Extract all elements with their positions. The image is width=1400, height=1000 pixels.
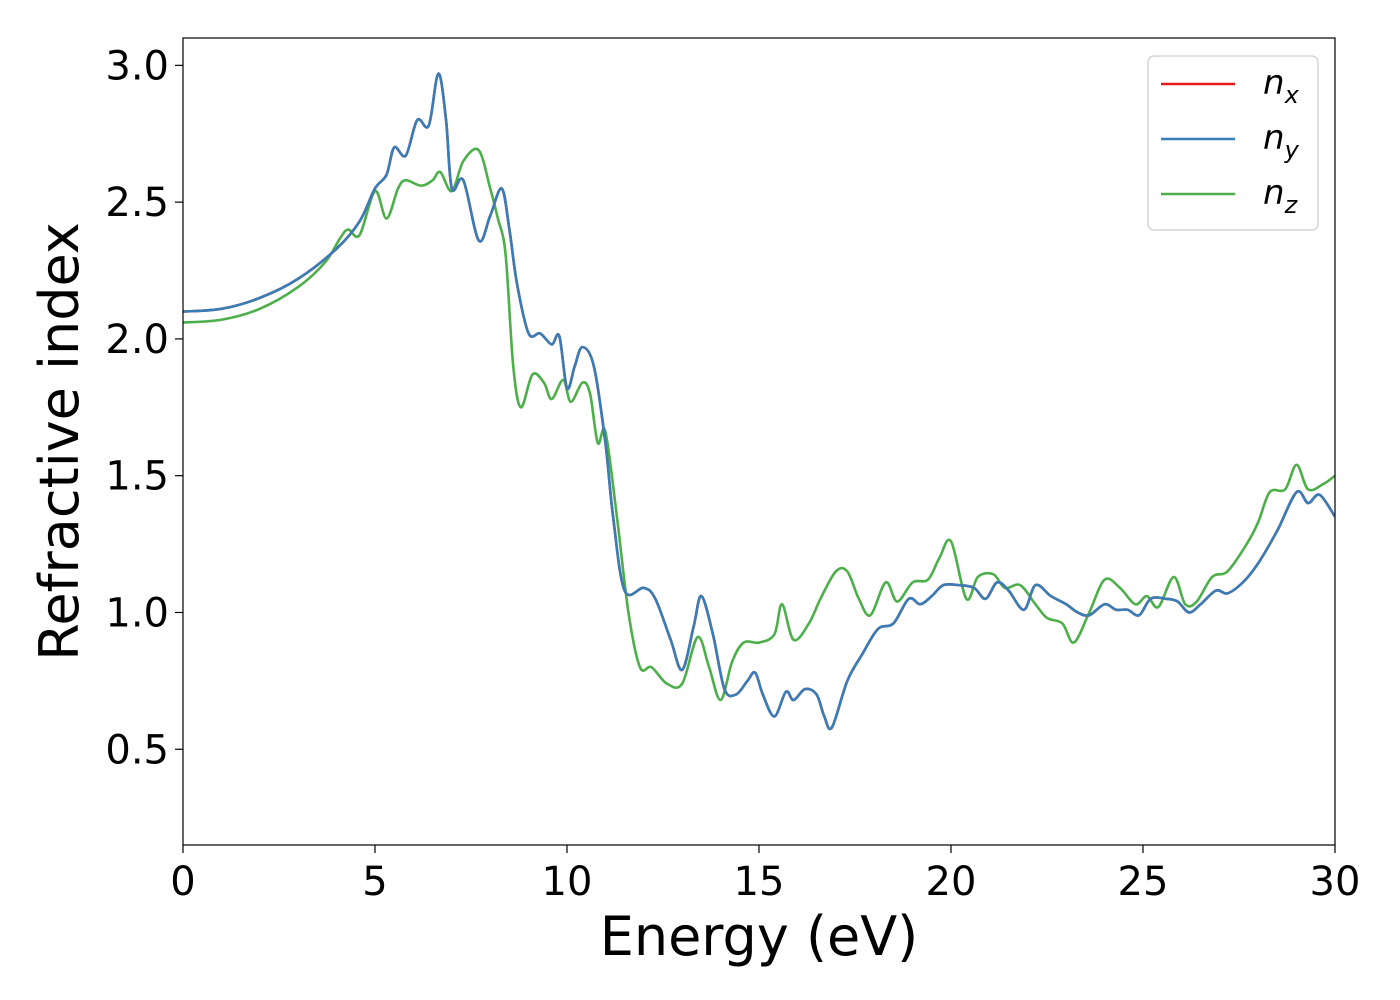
y-tick-label: 1.5: [105, 454, 169, 500]
x-tick-label: 25: [1118, 859, 1169, 905]
legend-label-nz: nz: [1263, 173, 1299, 219]
x-tick-label: 15: [734, 859, 785, 905]
legend-label-nx: nx: [1263, 63, 1300, 109]
series-line-nz: [183, 147, 1335, 702]
y-tick-label: 1.0: [105, 590, 169, 636]
plot-area: [183, 72, 1335, 731]
y-axis-title: Refractive index: [28, 222, 91, 661]
x-axis-ticks: 0 5 10 15 20 25 30: [170, 845, 1360, 905]
y-tick-label: 3.0: [105, 43, 169, 89]
x-tick-label: 0: [170, 859, 195, 905]
x-tick-label: 5: [362, 859, 387, 905]
y-axis-ticks: 0.5 1.0 1.5 2.0 2.5 3.0: [105, 43, 183, 773]
x-axis-title: Energy (eV): [600, 905, 919, 968]
legend: nx ny nz: [1147, 55, 1319, 231]
y-tick-label: 0.5: [105, 727, 169, 773]
legend-label-ny: ny: [1263, 118, 1300, 164]
x-tick-label: 20: [926, 859, 977, 905]
legend-box: [1147, 55, 1319, 231]
y-tick-label: 2.0: [105, 317, 169, 363]
series-lines: [183, 72, 1335, 731]
y-tick-label: 2.5: [105, 180, 169, 226]
x-tick-label: 30: [1310, 859, 1361, 905]
series-line-ny: [183, 72, 1335, 731]
x-tick-label: 10: [542, 859, 593, 905]
